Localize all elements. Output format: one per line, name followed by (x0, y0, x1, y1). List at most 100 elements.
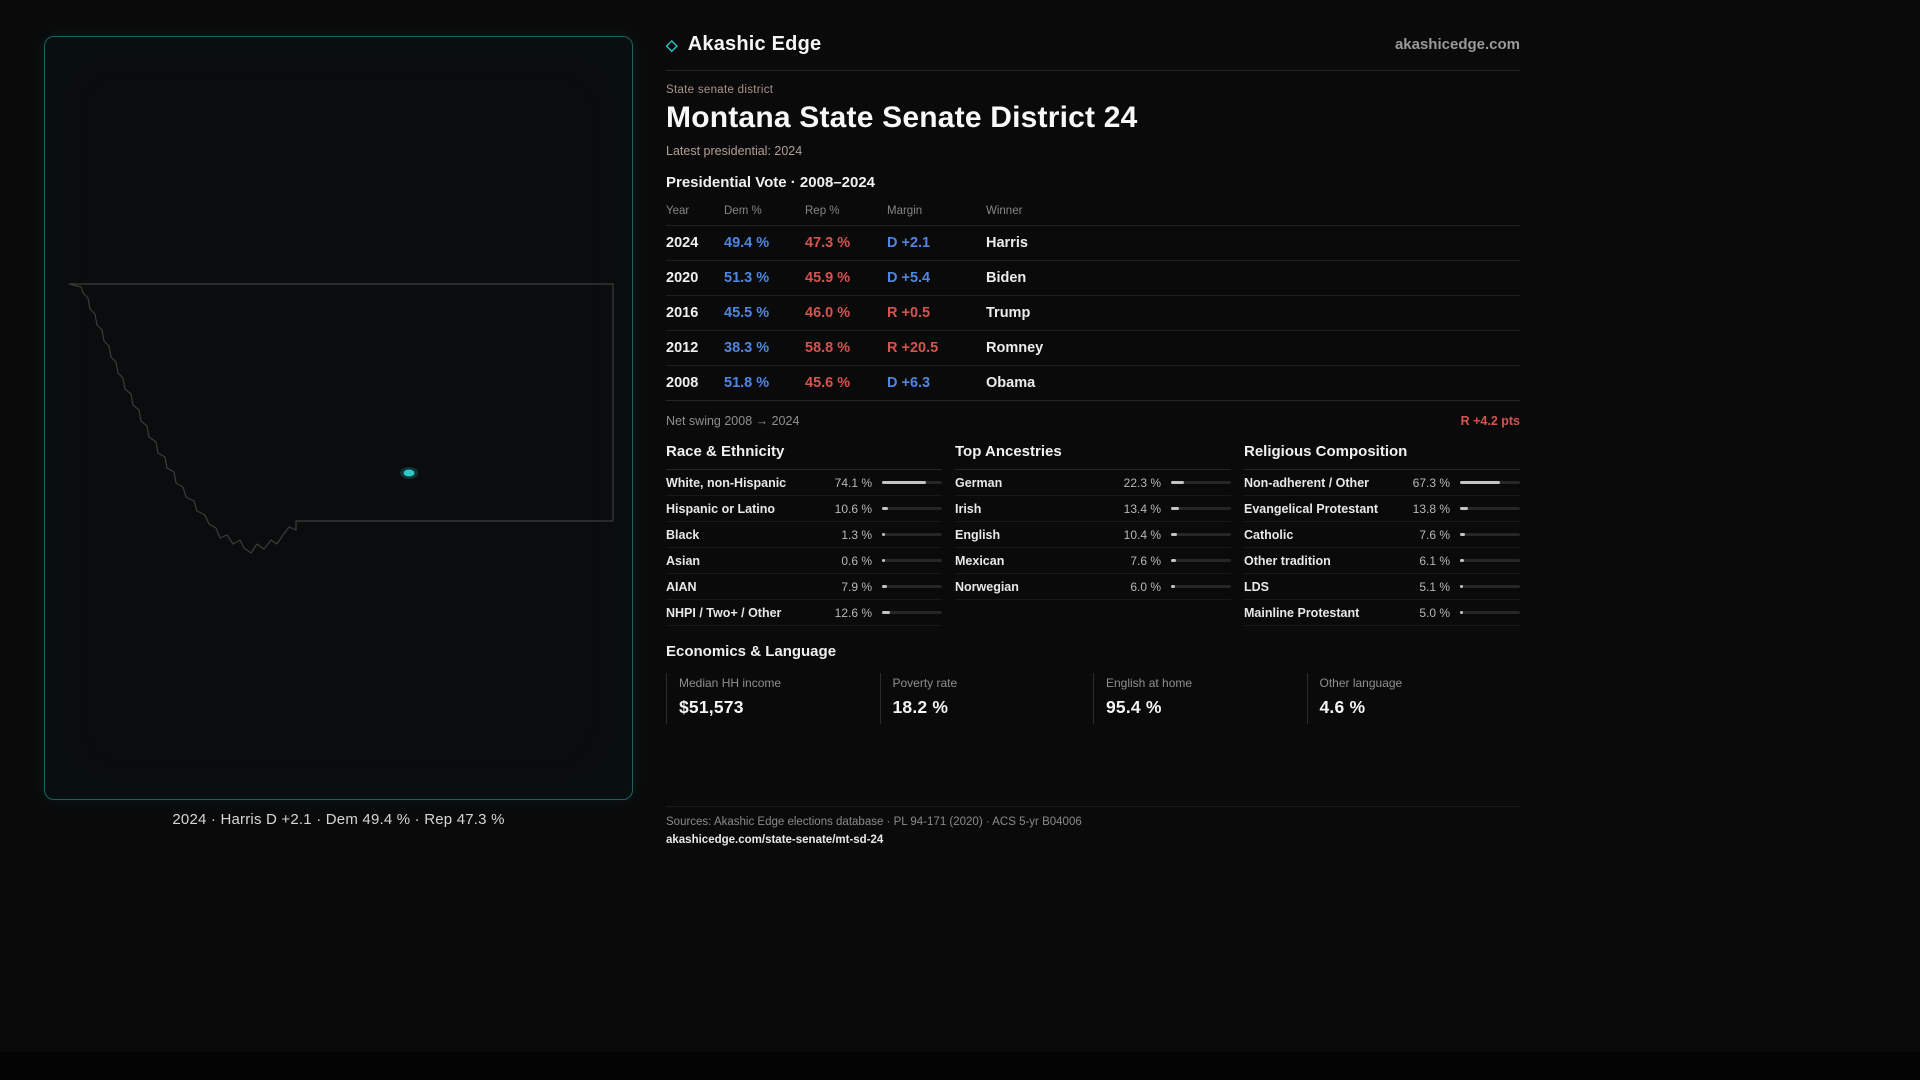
site-link[interactable]: akashicedge.com (1394, 36, 1520, 53)
net-swing-value: R +4.2 pts (1460, 414, 1520, 428)
demographic-bar (1460, 481, 1520, 484)
demographic-label: AIAN (666, 579, 697, 594)
demographic-value: 7.9 % (841, 579, 872, 594)
vote-year: 2016 (666, 305, 699, 321)
demographic-value: 0.6 % (841, 553, 872, 568)
stat-value: $51,573 (679, 697, 744, 717)
economics-heading: Economics & Language (666, 643, 837, 660)
demographic-bar (1460, 585, 1520, 588)
permalink[interactable]: akashicedge.com/state-senate/mt-sd-24 (666, 834, 884, 846)
vote-table: Year Dem % Rep % Margin Winner 2024 49.4 % 47.… (666, 195, 1520, 401)
vote-year: 2008 (666, 375, 699, 391)
demographic-bar-fill (1460, 559, 1464, 562)
stat-cell: Other language 4.6 % (1306, 673, 1521, 724)
demographic-bar (1460, 533, 1520, 536)
demographic-row: Non-adherent / Other 67.3 % (1244, 470, 1520, 496)
montana-map (68, 283, 614, 554)
district-map-panel (44, 36, 633, 800)
map-caption: 2024 · Harris D +2.1 · Dem 49.4 % · Rep … (172, 811, 505, 828)
demographic-row: Hispanic or Latino 10.6 % (666, 496, 942, 522)
demographic-column-heading: Race & Ethnicity (666, 443, 942, 470)
demographic-bar-fill (1460, 481, 1501, 484)
stat-label: Other language (1319, 676, 1403, 690)
demographic-label: German (955, 475, 1003, 490)
demographic-row: NHPI / Two+ / Other 12.6 % (666, 600, 942, 626)
demographic-row: Mexican 7.6 % (955, 548, 1231, 574)
vote-table-column-header: Winner (986, 205, 1023, 217)
vote-table-row: 2008 51.8 % 45.6 % D +6.3 Obama (666, 366, 1520, 401)
net-swing-label: Net swing 2008 → 2024 (666, 414, 800, 428)
demographic-row: Irish 13.4 % (955, 496, 1231, 522)
demographic-value: 13.4 % (1123, 501, 1161, 516)
demographic-bar-fill (882, 533, 885, 536)
demographic-value: 74.1 % (834, 475, 872, 490)
economics-grid: Median HH income $51,573 Poverty rate 18.2 … (666, 673, 1520, 724)
brand: ◇ Akashic Edge (666, 33, 821, 56)
demographic-label: White, non-Hispanic (666, 475, 787, 490)
vote-dem-pct: 51.8 % (724, 375, 770, 391)
demographic-label: Evangelical Protestant (1244, 501, 1379, 516)
demographic-bar-fill (882, 481, 927, 484)
stat-cell: English at home 95.4 % (1093, 673, 1307, 724)
eyebrow-label: State senate district (666, 84, 774, 96)
stat-label: Median HH income (679, 676, 782, 690)
vote-section-heading: Presidential Vote · 2008–2024 (666, 174, 876, 191)
demographic-label: NHPI / Two+ / Other (666, 605, 782, 620)
demographic-label: Other tradition (1244, 553, 1331, 568)
demographic-bar (882, 533, 942, 536)
demographic-bar (882, 507, 942, 510)
demographic-bar-fill (1171, 507, 1180, 510)
demographic-label: Norwegian (955, 579, 1019, 594)
footer: Sources: Akashic Edge elections database… (666, 806, 1520, 848)
demographic-bar-fill (1171, 559, 1176, 562)
demographic-value: 22.3 % (1123, 475, 1161, 490)
vote-table-column-header: Rep % (805, 205, 840, 217)
demographic-row: LDS 5.1 % (1244, 574, 1520, 600)
demographic-bar-fill (882, 507, 889, 510)
vote-table-column-header: Year (666, 205, 690, 217)
demographic-row: English 10.4 % (955, 522, 1231, 548)
demographic-column: Religious Composition Non-adherent / Othe… (1244, 443, 1520, 626)
demographic-column: Top Ancestries German 22.3 % Irish 13.4 % Eng… (955, 443, 1231, 626)
demographic-value: 12.6 % (834, 605, 872, 620)
vote-margin: D +5.4 (887, 270, 931, 286)
demographic-bar (882, 585, 942, 588)
vote-winner: Obama (986, 375, 1036, 391)
montana-outline (68, 283, 614, 554)
demographic-bar (1460, 611, 1520, 614)
demographic-value: 7.6 % (1419, 527, 1450, 542)
demographic-bar (1171, 481, 1231, 484)
vote-winner: Romney (986, 340, 1044, 356)
vote-table-row: 2016 45.5 % 46.0 % R +0.5 Trump (666, 296, 1520, 331)
demographic-row: Asian 0.6 % (666, 548, 942, 574)
demographic-bar-fill (1460, 611, 1463, 614)
demographic-label: English (955, 527, 1001, 542)
vote-rep-pct: 47.3 % (805, 235, 851, 251)
demographic-bar (1171, 559, 1231, 562)
vote-rep-pct: 45.9 % (805, 270, 851, 286)
vote-table-row: 2012 38.3 % 58.8 % R +20.5 Romney (666, 331, 1520, 366)
demographic-bar (882, 611, 942, 614)
stat-label: English at home (1106, 676, 1193, 690)
vote-dem-pct: 38.3 % (724, 340, 770, 356)
vote-table-row: 2020 51.3 % 45.9 % D +5.4 Biden (666, 261, 1520, 296)
demographic-label: Asian (666, 553, 701, 568)
demographic-bar-fill (1171, 533, 1178, 536)
demographic-label: Black (666, 527, 700, 542)
demographics-grid: Race & Ethnicity White, non-Hispanic 74.1 … (666, 443, 1520, 626)
diamond-icon: ◇ (666, 37, 678, 54)
demographic-bar-fill (1460, 533, 1465, 536)
demographic-value: 10.6 % (834, 501, 872, 516)
demographic-value: 7.6 % (1130, 553, 1161, 568)
stat-value: 95.4 % (1106, 697, 1162, 717)
demographic-row: German 22.3 % (955, 470, 1231, 496)
content-panel: ◇ Akashic Edge akashicedge.com State sen… (666, 33, 1520, 724)
demographic-label: Irish (955, 501, 982, 516)
demographic-row: Norwegian 6.0 % (955, 574, 1231, 600)
demographic-label: Non-adherent / Other (1244, 475, 1370, 490)
demographic-bar-fill (882, 559, 885, 562)
stat-value: 18.2 % (892, 697, 949, 717)
demographic-row: AIAN 7.9 % (666, 574, 942, 600)
vote-margin: R +20.5 (887, 340, 939, 356)
demographic-row: Other tradition 6.1 % (1244, 548, 1520, 574)
